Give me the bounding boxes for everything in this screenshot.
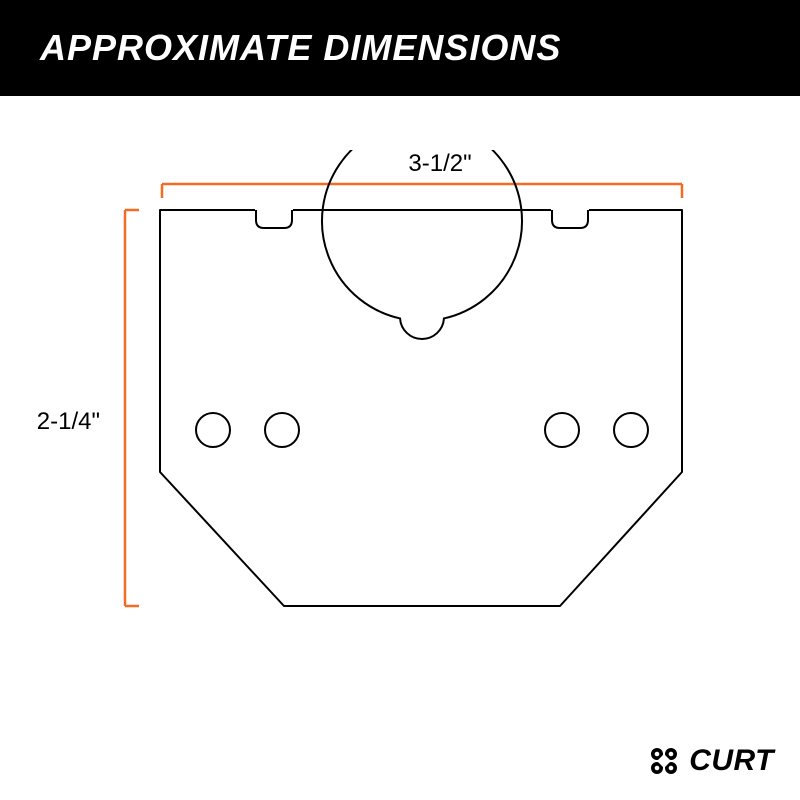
diagram-area: 3-1/2" 2-1/4" bbox=[0, 150, 800, 670]
top-notches bbox=[255, 209, 589, 228]
brand-icon bbox=[645, 742, 683, 780]
plate-outline bbox=[160, 210, 682, 606]
dimension-diagram bbox=[0, 150, 800, 670]
bolt-holes bbox=[196, 413, 648, 447]
brand-logo: CURT bbox=[645, 742, 774, 780]
page-title: APPROXIMATE DIMENSIONS bbox=[40, 27, 561, 69]
width-dimension-label: 3-1/2" bbox=[380, 150, 500, 178]
page: APPROXIMATE DIMENSIONS 3-1/2" 2-1/4" CUR… bbox=[0, 0, 800, 800]
height-dimension-label: 2-1/4" bbox=[0, 408, 100, 436]
header-band: APPROXIMATE DIMENSIONS bbox=[0, 0, 800, 96]
brand-name: CURT bbox=[689, 744, 774, 778]
width-bracket bbox=[162, 184, 682, 198]
height-bracket bbox=[125, 210, 139, 606]
center-hole bbox=[322, 150, 522, 339]
